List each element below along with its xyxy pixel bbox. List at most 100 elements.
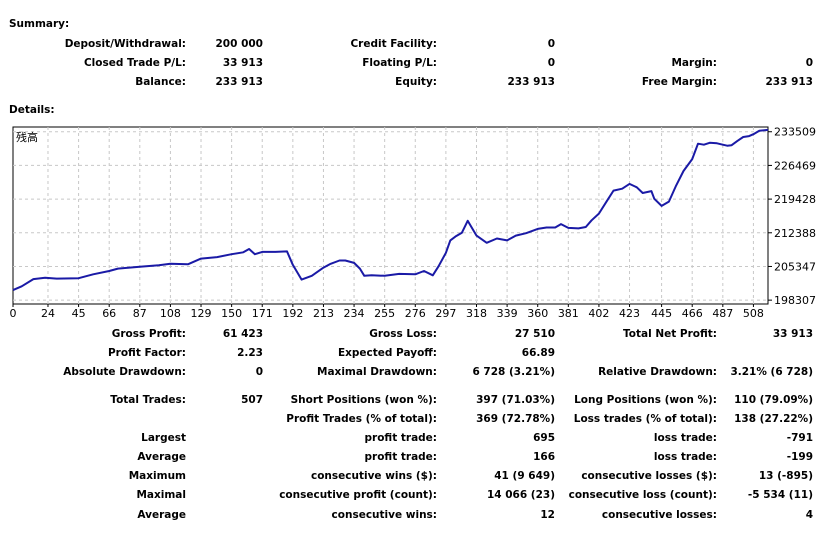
details-label: Largest — [141, 432, 186, 444]
details-label: consecutive losses: — [601, 509, 717, 521]
details-label: Profit Trades (% of total): — [286, 413, 437, 425]
summary-value: 233 913 — [215, 76, 264, 88]
x-tick-label: 508 — [743, 307, 764, 320]
x-tick-label: 150 — [221, 307, 242, 320]
details-label: Maximal — [136, 489, 186, 501]
x-tick-label: 171 — [252, 307, 273, 320]
y-tick-label: 233509 — [774, 126, 816, 139]
summary-value: 233 913 — [765, 76, 814, 88]
x-tick-label: 381 — [558, 307, 579, 320]
details-value: 41 (9 649) — [494, 470, 555, 482]
details-heading: Details: — [9, 104, 55, 116]
x-tick-label: 360 — [527, 307, 548, 320]
x-tick-label: 24 — [41, 307, 55, 320]
details-label: loss trade: — [653, 432, 717, 444]
x-tick-label: 423 — [619, 307, 640, 320]
details-label: loss trade: — [653, 451, 717, 463]
details-value: 4 — [805, 509, 813, 521]
summary-label: Deposit/Withdrawal: — [64, 38, 186, 50]
x-tick-label: 129 — [191, 307, 212, 320]
details-label: Average — [137, 451, 186, 463]
details-label: Total Trades: — [110, 394, 186, 406]
summary-value: 233 913 — [507, 76, 556, 88]
x-tick-label: 0 — [10, 307, 17, 320]
details-value: 27 510 — [514, 328, 555, 340]
details-value: 138 (27.22%) — [734, 413, 813, 425]
details-value: 14 066 (23) — [486, 489, 555, 501]
details-value: 397 (71.03%) — [476, 394, 555, 406]
details-label: Maximum — [128, 470, 186, 482]
details-value: 695 — [533, 432, 555, 444]
summary-value: 0 — [547, 57, 555, 69]
summary-label: Floating P/L: — [362, 57, 437, 69]
details-value: 12 — [540, 509, 555, 521]
details-value: 6 728 (3.21%) — [472, 366, 555, 378]
details-value: -199 — [786, 451, 813, 463]
x-tick-label: 108 — [160, 307, 181, 320]
x-tick-label: 466 — [682, 307, 703, 320]
details-label: profit trade: — [364, 451, 438, 463]
summary-label: Margin: — [671, 57, 717, 69]
details-label: Maximal Drawdown: — [317, 366, 437, 378]
details-value: 66.89 — [521, 347, 555, 359]
summary-label: Closed Trade P/L: — [83, 57, 186, 69]
summary-heading: Summary: — [9, 18, 70, 30]
y-tick-label: 212388 — [774, 227, 816, 240]
x-tick-label: 318 — [466, 307, 487, 320]
balance-line — [12, 128, 769, 292]
summary-label: Balance: — [135, 76, 186, 88]
x-tick-label: 192 — [282, 307, 303, 320]
y-tick-label: 219428 — [774, 193, 816, 206]
details-label: Expected Payoff: — [337, 347, 437, 359]
x-tick-label: 234 — [344, 307, 365, 320]
details-label: consecutive profit (count): — [279, 489, 437, 501]
details-value: -5 534 (11) — [747, 489, 813, 501]
x-tick-label: 66 — [102, 307, 116, 320]
details-label: Total Net Profit: — [622, 328, 717, 340]
y-tick-label: 226469 — [774, 159, 816, 172]
details-value: 33 913 — [772, 328, 813, 340]
details-label: Average — [137, 509, 186, 521]
details-value: 507 — [241, 394, 263, 406]
details-value: 369 (72.78%) — [476, 413, 555, 425]
details-value: 0 — [255, 366, 263, 378]
details-value: 13 (-895) — [758, 470, 813, 482]
x-tick-label: 276 — [405, 307, 426, 320]
details-value: 61 423 — [222, 328, 263, 340]
x-tick-label: 487 — [712, 307, 733, 320]
details-label: consecutive losses ($): — [581, 470, 717, 482]
summary-value: 33 913 — [222, 57, 263, 69]
x-tick-label: 297 — [435, 307, 456, 320]
details-value: 2.23 — [237, 347, 263, 359]
details-label: Loss trades (% of total): — [573, 413, 717, 425]
details-label: Gross Loss: — [369, 328, 437, 340]
x-tick-label: 45 — [72, 307, 86, 320]
details-value: 3.21% (6 728) — [730, 366, 813, 378]
details-label: Relative Drawdown: — [598, 366, 717, 378]
y-tick-label: 198307 — [774, 294, 816, 307]
details-label: Profit Factor: — [107, 347, 186, 359]
details-value: 110 (79.09%) — [734, 394, 813, 406]
details-label: consecutive wins: — [331, 509, 437, 521]
details-label: Gross Profit: — [111, 328, 186, 340]
summary-label: Equity: — [395, 76, 437, 88]
details-label: profit trade: — [364, 432, 438, 444]
x-tick-label: 255 — [374, 307, 395, 320]
chart-title: 残高 — [16, 130, 38, 144]
details-value: -791 — [786, 432, 813, 444]
y-tick-label: 205347 — [774, 260, 816, 273]
summary-value: 200 000 — [215, 38, 264, 50]
details-label: Short Positions (won %): — [290, 394, 437, 406]
x-tick-label: 339 — [497, 307, 518, 320]
x-tick-label: 445 — [651, 307, 672, 320]
summary-label: Free Margin: — [641, 76, 717, 88]
details-label: consecutive loss (count): — [568, 489, 717, 501]
details-label: Long Positions (won %): — [574, 394, 717, 406]
details-value: 166 — [533, 451, 555, 463]
summary-value: 0 — [805, 57, 813, 69]
summary-label: Credit Facility: — [350, 38, 437, 50]
x-tick-label: 213 — [313, 307, 334, 320]
summary-value: 0 — [547, 38, 555, 50]
details-label: Absolute Drawdown: — [63, 366, 186, 378]
